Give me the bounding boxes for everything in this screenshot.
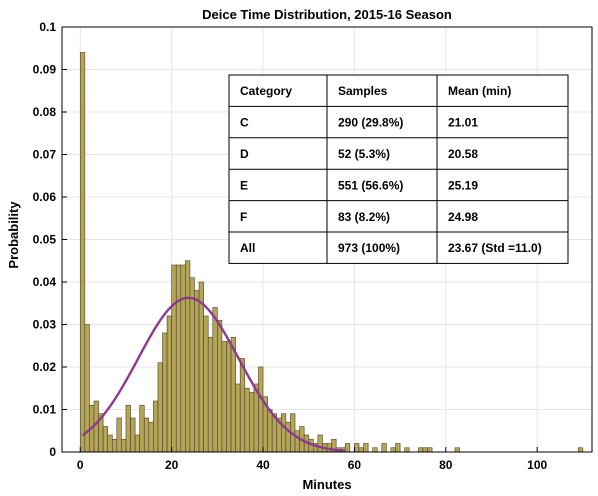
x-tick-label-3: 60 [348, 458, 362, 472]
y-tick-label-6: 0.06 [33, 190, 57, 204]
table-cell-4-1: 83 (8.2%) [338, 210, 390, 224]
y-axis-ticks: 0 0.01 0.02 0.03 0.04 0.05 0.06 0.07 0.08 0.09 0.1 [33, 20, 67, 459]
histogram-bar-9 [121, 438, 127, 453]
histogram-bar-33 [230, 336, 236, 453]
histogram-bar-23 [185, 260, 191, 453]
y-tick-label-1: 0.01 [33, 403, 57, 417]
histogram-bar-11 [130, 417, 136, 453]
table-cell-3-1: 551 (56.6%) [338, 178, 403, 192]
histogram-bar-32 [226, 341, 232, 453]
table-header-1: Samples [338, 84, 388, 98]
histogram-bar-15 [148, 421, 154, 453]
table-header-0: Category [240, 84, 292, 98]
histogram-bar-12 [134, 434, 140, 453]
table-cell-5-2: 23.67 (Std =11.0) [448, 241, 542, 255]
histogram-bar-60 [354, 443, 360, 453]
table-cell-4-0: F [240, 210, 247, 224]
table-cell-1-0: C [240, 116, 249, 130]
y-tick-label-8: 0.08 [33, 105, 57, 119]
normal-fit-curve [81, 296, 346, 453]
histogram-bar-34 [235, 383, 241, 453]
histogram-bar-29 [212, 307, 218, 453]
histogram-bar-44 [281, 413, 287, 453]
histogram-bar-71 [404, 447, 410, 453]
histogram-bar-30 [217, 319, 223, 453]
histogram-bar-74 [418, 447, 424, 453]
histogram-bar-75 [422, 447, 428, 453]
histogram-bar-69 [395, 443, 401, 453]
histogram-bar-16 [153, 400, 159, 453]
histogram-bar-37 [249, 392, 255, 453]
statistics-table: Category Samples Mean (min) C 290 (29.8%) 21.… [228, 74, 569, 264]
histogram-bar-36 [244, 387, 250, 453]
histogram-bar-8 [116, 417, 122, 453]
y-axis-label: Probability [6, 201, 21, 269]
table-cell-1-2: 21.01 [448, 116, 478, 130]
table-cell-2-0: D [240, 147, 249, 161]
table-cell-2-2: 20.58 [448, 147, 478, 161]
histogram-bar-27 [203, 315, 209, 453]
histogram-bar-39 [258, 366, 264, 453]
histogram-bar-22 [180, 264, 186, 453]
histogram-bar-26 [198, 281, 204, 453]
table-cell-3-0: E [240, 178, 248, 192]
histogram-bar-17 [157, 362, 163, 453]
histogram-bar-7 [111, 438, 118, 453]
histogram-bar-47 [294, 430, 300, 453]
table-header-2: Mean (min) [448, 84, 511, 98]
histogram-bar-19 [166, 315, 172, 453]
histogram-bar-41 [267, 409, 273, 453]
fit-curve-line [81, 296, 346, 453]
histogram-bar-13 [139, 404, 145, 453]
histogram-bar-24 [189, 277, 195, 453]
x-tick-label-1: 20 [165, 458, 179, 472]
histogram-bar-64 [372, 447, 378, 453]
histogram-bar-76 [427, 447, 433, 453]
histogram-bar-28 [207, 336, 214, 453]
histogram-bar-0 [79, 52, 86, 453]
histogram-bar-52 [317, 434, 323, 453]
histogram-bar-5 [102, 426, 108, 453]
table-cell-4-2: 24.98 [448, 210, 478, 224]
table-cell-3-2: 25.19 [448, 178, 478, 192]
histogram-bar-6 [107, 434, 113, 453]
table-cell-2-1: 52 (5.3%) [338, 147, 390, 161]
histogram-bar-61 [358, 447, 364, 453]
y-tick-label-0: 0 [49, 445, 56, 459]
histogram-bar-109 [577, 447, 584, 453]
histogram-bar-20 [171, 264, 177, 453]
histogram-bar-31 [221, 341, 227, 453]
histogram-bar-18 [162, 332, 168, 453]
histogram-bars [79, 52, 584, 453]
x-tick-label-2: 40 [256, 458, 270, 472]
histogram-bar-45 [285, 421, 291, 453]
y-tick-label-7: 0.07 [33, 148, 57, 162]
histogram-bar-25 [194, 290, 200, 453]
x-tick-label-5: 100 [527, 458, 547, 472]
y-tick-label-9: 0.09 [33, 63, 57, 77]
histogram-bar-68 [390, 447, 396, 453]
chart-title: Deice Time Distribution, 2015-16 Season [202, 7, 452, 22]
table-cell-1-1: 290 (29.8%) [338, 116, 403, 130]
y-tick-label-3: 0.03 [33, 318, 57, 332]
histogram-bar-82 [454, 447, 460, 453]
y-tick-label-5: 0.05 [33, 233, 57, 247]
x-axis-ticks: 0 20 40 60 80 100 [77, 447, 548, 472]
histogram-bar-58 [344, 443, 351, 453]
y-tick-label-2: 0.02 [33, 360, 57, 374]
table-cell-5-0: All [240, 241, 255, 255]
histogram-bar-14 [143, 417, 150, 453]
y-tick-label-4: 0.04 [33, 275, 57, 289]
x-tick-label-0: 0 [77, 458, 84, 472]
histogram-bar-66 [381, 443, 387, 453]
histogram-bar-35 [239, 358, 246, 453]
y-tick-label-10: 0.1 [39, 20, 56, 34]
histogram-bar-62 [363, 443, 369, 453]
histogram-bar-21 [175, 264, 182, 453]
x-axis-label: Minutes [302, 477, 351, 492]
table-cell-5-1: 973 (100%) [338, 241, 400, 255]
histogram-bar-10 [125, 404, 131, 453]
x-tick-label-4: 80 [439, 458, 453, 472]
